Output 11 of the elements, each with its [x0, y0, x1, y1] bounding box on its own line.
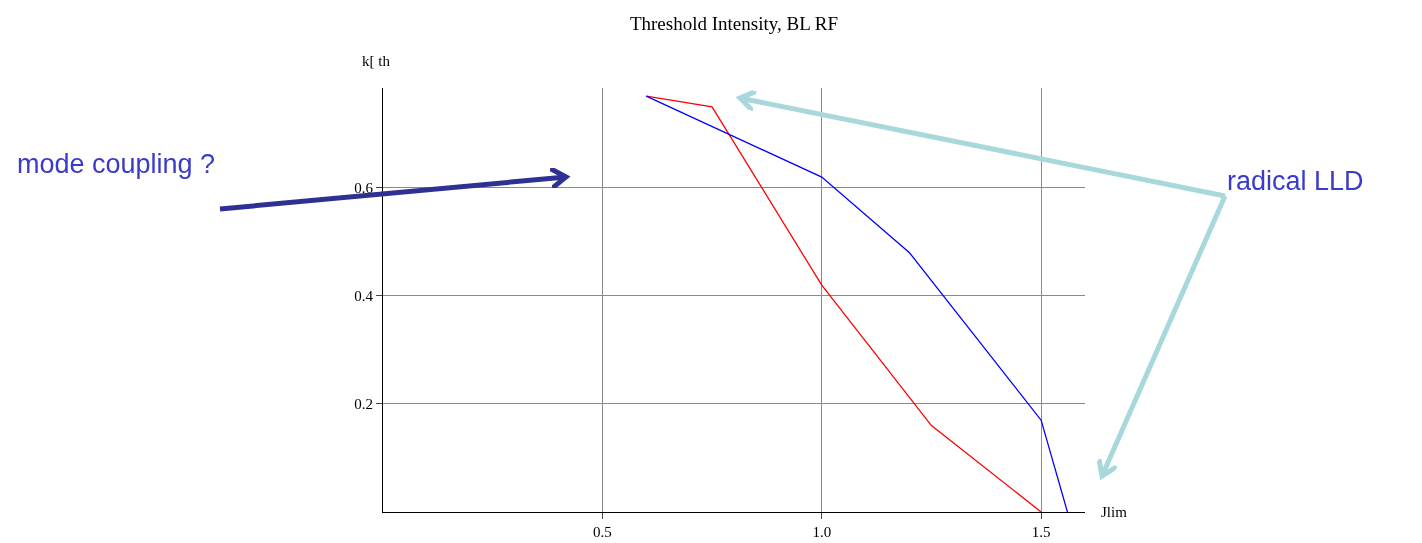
text: radical LLD — [1227, 166, 1364, 196]
y-axis-title: k[ th — [362, 53, 391, 69]
y-tick-label: 0.4 — [354, 288, 374, 305]
text: mode coupling ? — [17, 149, 216, 179]
x-tick-label: 1.0 — [812, 524, 832, 540]
y-tick-label: 0.2 — [354, 396, 373, 413]
x-tick-label: 1.5 — [1031, 524, 1051, 540]
chart-title: Threshold Intensity, BL RF — [629, 12, 839, 34]
y-tick-label: 0.6 — [354, 180, 374, 197]
x-tick-label: 0.5 — [593, 524, 612, 540]
x-axis-title: Jlim — [1101, 504, 1128, 520]
